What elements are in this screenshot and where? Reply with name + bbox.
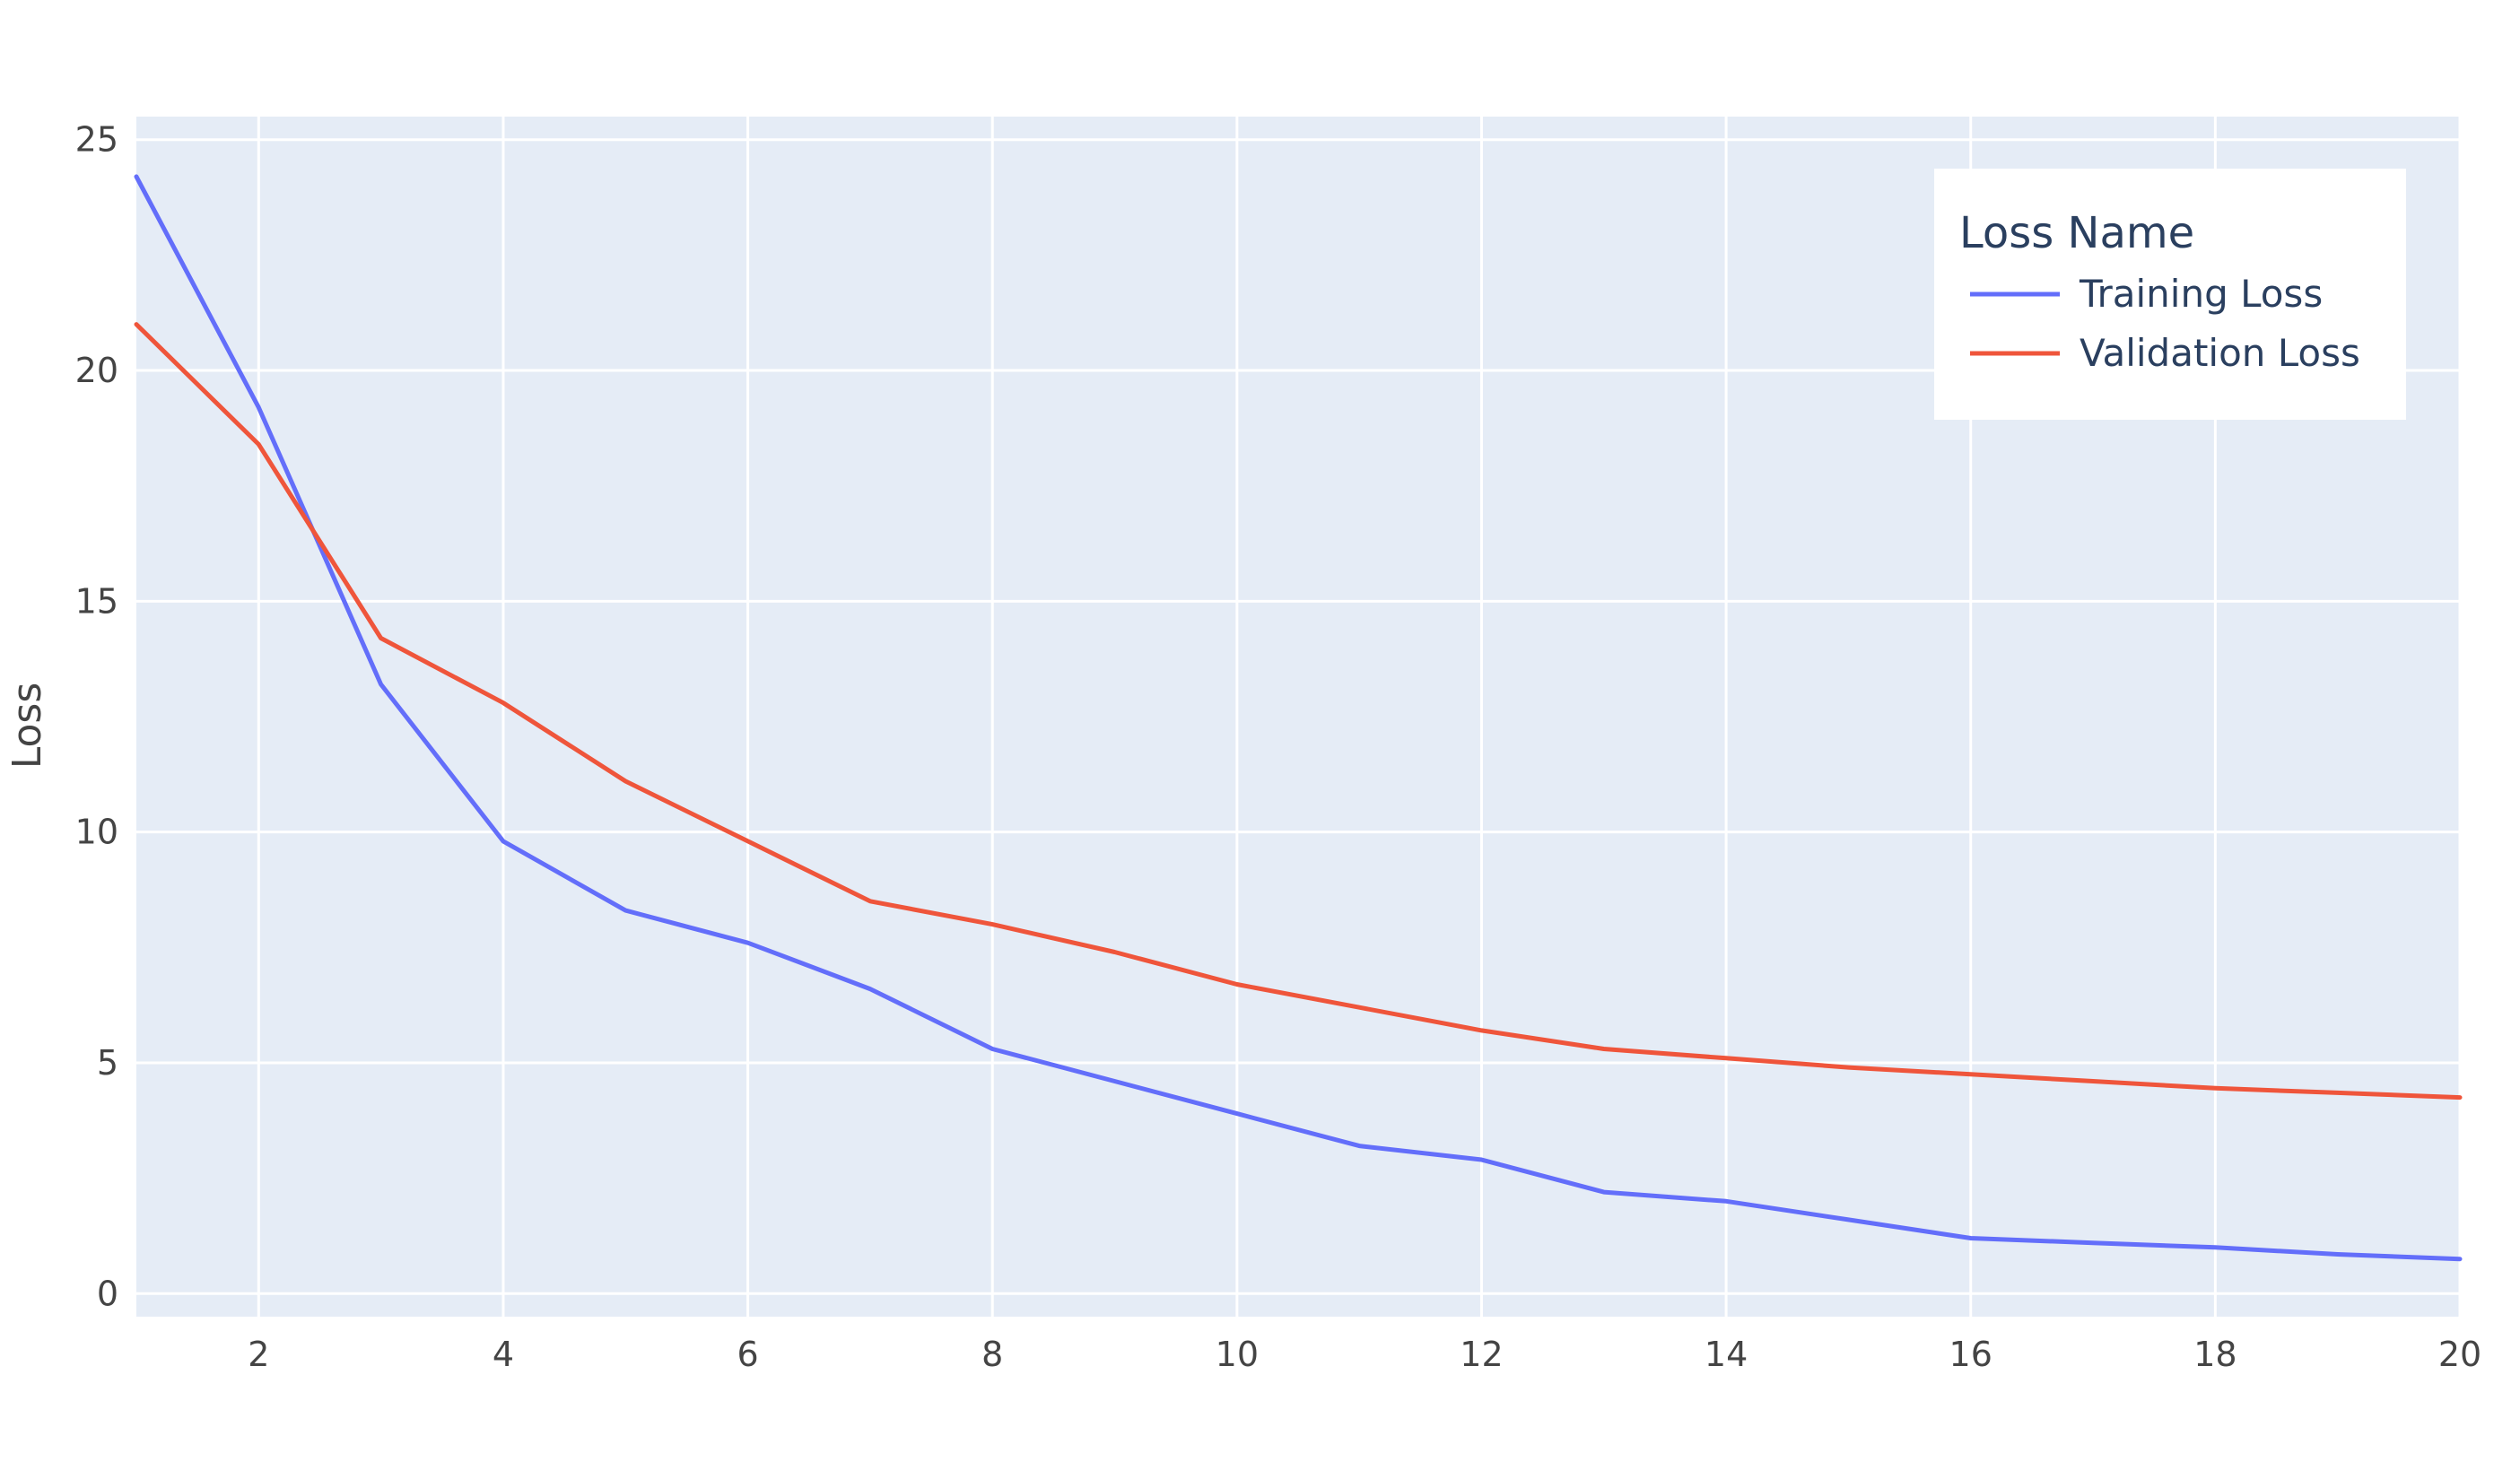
y-tick-label: 15 bbox=[75, 581, 118, 621]
legend-label-training-loss[interactable]: Training Loss bbox=[2079, 272, 2323, 316]
y-tick-label: 25 bbox=[75, 120, 118, 160]
legend-title: Loss Name bbox=[1959, 208, 2194, 258]
x-tick-label: 16 bbox=[1949, 1335, 1992, 1374]
y-tick-label: 5 bbox=[97, 1043, 118, 1083]
legend-items: Training Loss Validation Loss bbox=[1970, 272, 2360, 375]
y-tick-label: 20 bbox=[75, 351, 118, 390]
y-tick-label: 0 bbox=[97, 1274, 118, 1313]
series-line-validation-loss bbox=[134, 322, 2463, 1101]
x-tick-labels: 2 4 6 8 10 12 14 16 18 20 bbox=[248, 1335, 2481, 1374]
legend[interactable]: Loss Name Training Loss Validation Loss bbox=[1934, 169, 2406, 420]
x-tick-label: 10 bbox=[1216, 1335, 1259, 1374]
x-tick-label: 2 bbox=[248, 1335, 269, 1374]
x-tick-label: 18 bbox=[2193, 1335, 2237, 1374]
y-tick-labels: 0 5 10 15 20 25 bbox=[75, 120, 118, 1314]
x-tick-label: 6 bbox=[737, 1335, 758, 1374]
series-lines bbox=[134, 174, 2463, 1262]
x-tick-label: 14 bbox=[1705, 1335, 1748, 1374]
x-tick-label: 4 bbox=[493, 1335, 514, 1374]
series-line-training-loss bbox=[134, 174, 2463, 1262]
y-axis-title: Loss bbox=[4, 683, 50, 770]
legend-label-validation-loss[interactable]: Validation Loss bbox=[2080, 331, 2360, 375]
x-tick-label: 12 bbox=[1460, 1335, 1503, 1374]
y-tick-label: 10 bbox=[75, 813, 118, 852]
x-tick-label: 8 bbox=[981, 1335, 1003, 1374]
x-tick-label: 20 bbox=[2438, 1335, 2481, 1374]
